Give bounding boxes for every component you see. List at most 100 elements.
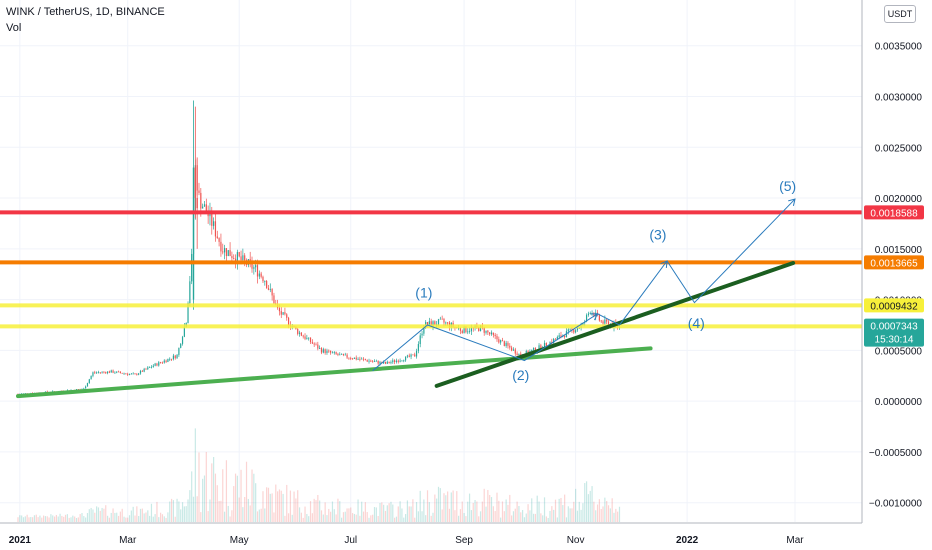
volume-bar <box>19 515 21 522</box>
volume-bar <box>300 512 302 522</box>
candle-body <box>128 373 131 375</box>
candle-body <box>269 289 271 290</box>
volume-bar <box>53 516 56 522</box>
candle-body <box>545 342 547 346</box>
volume-bar <box>529 510 531 522</box>
volume-bar <box>421 511 423 522</box>
candle-body <box>509 345 511 348</box>
candle-body <box>311 342 313 344</box>
candle-body <box>110 370 112 373</box>
volume-bar <box>525 513 527 522</box>
candle-body <box>478 327 480 332</box>
candle-body <box>211 210 213 226</box>
candle-body <box>240 256 242 261</box>
candle-body <box>306 337 308 339</box>
volume-bar <box>70 517 72 522</box>
volume-bars <box>17 428 621 522</box>
volume-bar <box>485 506 487 522</box>
volume-bar <box>474 500 476 522</box>
wave-arrowhead <box>660 260 668 269</box>
volume-bar <box>575 488 577 522</box>
trendline-dark-green <box>434 261 796 388</box>
candle-body <box>415 350 418 357</box>
volume-bar <box>406 500 409 522</box>
volume-bar <box>28 517 30 522</box>
volume-bar <box>77 517 79 522</box>
volume-bar <box>606 500 608 522</box>
candle-body <box>370 360 372 362</box>
volume-bar <box>216 485 218 522</box>
candle-body <box>368 360 370 362</box>
volume-bar <box>514 508 516 522</box>
volume-bar <box>617 511 619 522</box>
wave-label: (3) <box>649 227 666 243</box>
volume-bar <box>236 475 238 522</box>
volume-bar <box>496 492 498 522</box>
volume-bar <box>112 508 114 522</box>
volume-bar <box>289 490 292 522</box>
volume-bar <box>412 499 414 522</box>
volume-bar <box>282 493 284 522</box>
volume-bar <box>523 517 526 522</box>
candle-body <box>160 362 162 363</box>
candle-body <box>397 360 399 362</box>
candle-body <box>114 372 116 374</box>
volume-bar <box>152 516 154 522</box>
volume-bar <box>423 499 425 522</box>
volume-bar <box>350 507 352 522</box>
candle-body <box>125 373 127 375</box>
candle-body <box>105 372 107 374</box>
volume-bar <box>96 506 98 522</box>
candle-body <box>99 372 101 374</box>
volume-bar <box>79 514 81 522</box>
candle-body <box>384 361 387 364</box>
candle-body <box>346 354 348 358</box>
volume-bar <box>437 486 440 522</box>
candle-body <box>395 360 398 363</box>
candle-body <box>342 353 345 355</box>
volume-bar <box>55 514 57 522</box>
candle-body <box>582 322 584 325</box>
candle-body <box>156 363 158 366</box>
candle-body <box>231 256 233 259</box>
y-tick-label: 0.0020000 <box>875 194 923 205</box>
volume-bar <box>487 489 489 522</box>
volume-bar <box>375 507 377 522</box>
candle-body <box>170 358 173 360</box>
x-tick-label: Jul <box>344 535 357 546</box>
candle-body <box>308 337 310 339</box>
wave-arrowhead <box>590 313 599 321</box>
candle-body <box>573 329 575 333</box>
volume-bar <box>353 513 355 522</box>
current-price-text: 0.0007343 <box>870 322 918 333</box>
candle-body <box>423 327 425 334</box>
candle-body <box>430 321 432 327</box>
volume-bar <box>399 501 401 522</box>
volume-bar <box>304 506 306 522</box>
candle-body <box>589 313 591 314</box>
volume-bar <box>156 501 158 522</box>
volume-bar <box>436 498 438 522</box>
candle-body <box>309 337 312 343</box>
volume-bar <box>258 509 260 522</box>
volume-bar <box>74 516 76 522</box>
candle-body <box>569 328 571 330</box>
candle-body <box>165 360 167 362</box>
candle-body <box>372 361 374 363</box>
currency-button[interactable]: USDT <box>884 5 916 23</box>
candle-body <box>96 372 98 374</box>
volume-bar <box>30 517 32 522</box>
candle-body <box>103 371 105 373</box>
volume-bar <box>280 490 282 522</box>
volume-bar <box>269 493 271 522</box>
volume-bar <box>295 498 297 522</box>
candle-body <box>487 330 489 333</box>
volume-bar <box>242 507 244 522</box>
candle-body <box>505 342 507 347</box>
candle-body <box>439 318 441 320</box>
volume-bar <box>370 515 372 522</box>
volume-bar <box>355 514 357 522</box>
candle-body <box>468 331 471 332</box>
volume-bar <box>428 502 430 522</box>
